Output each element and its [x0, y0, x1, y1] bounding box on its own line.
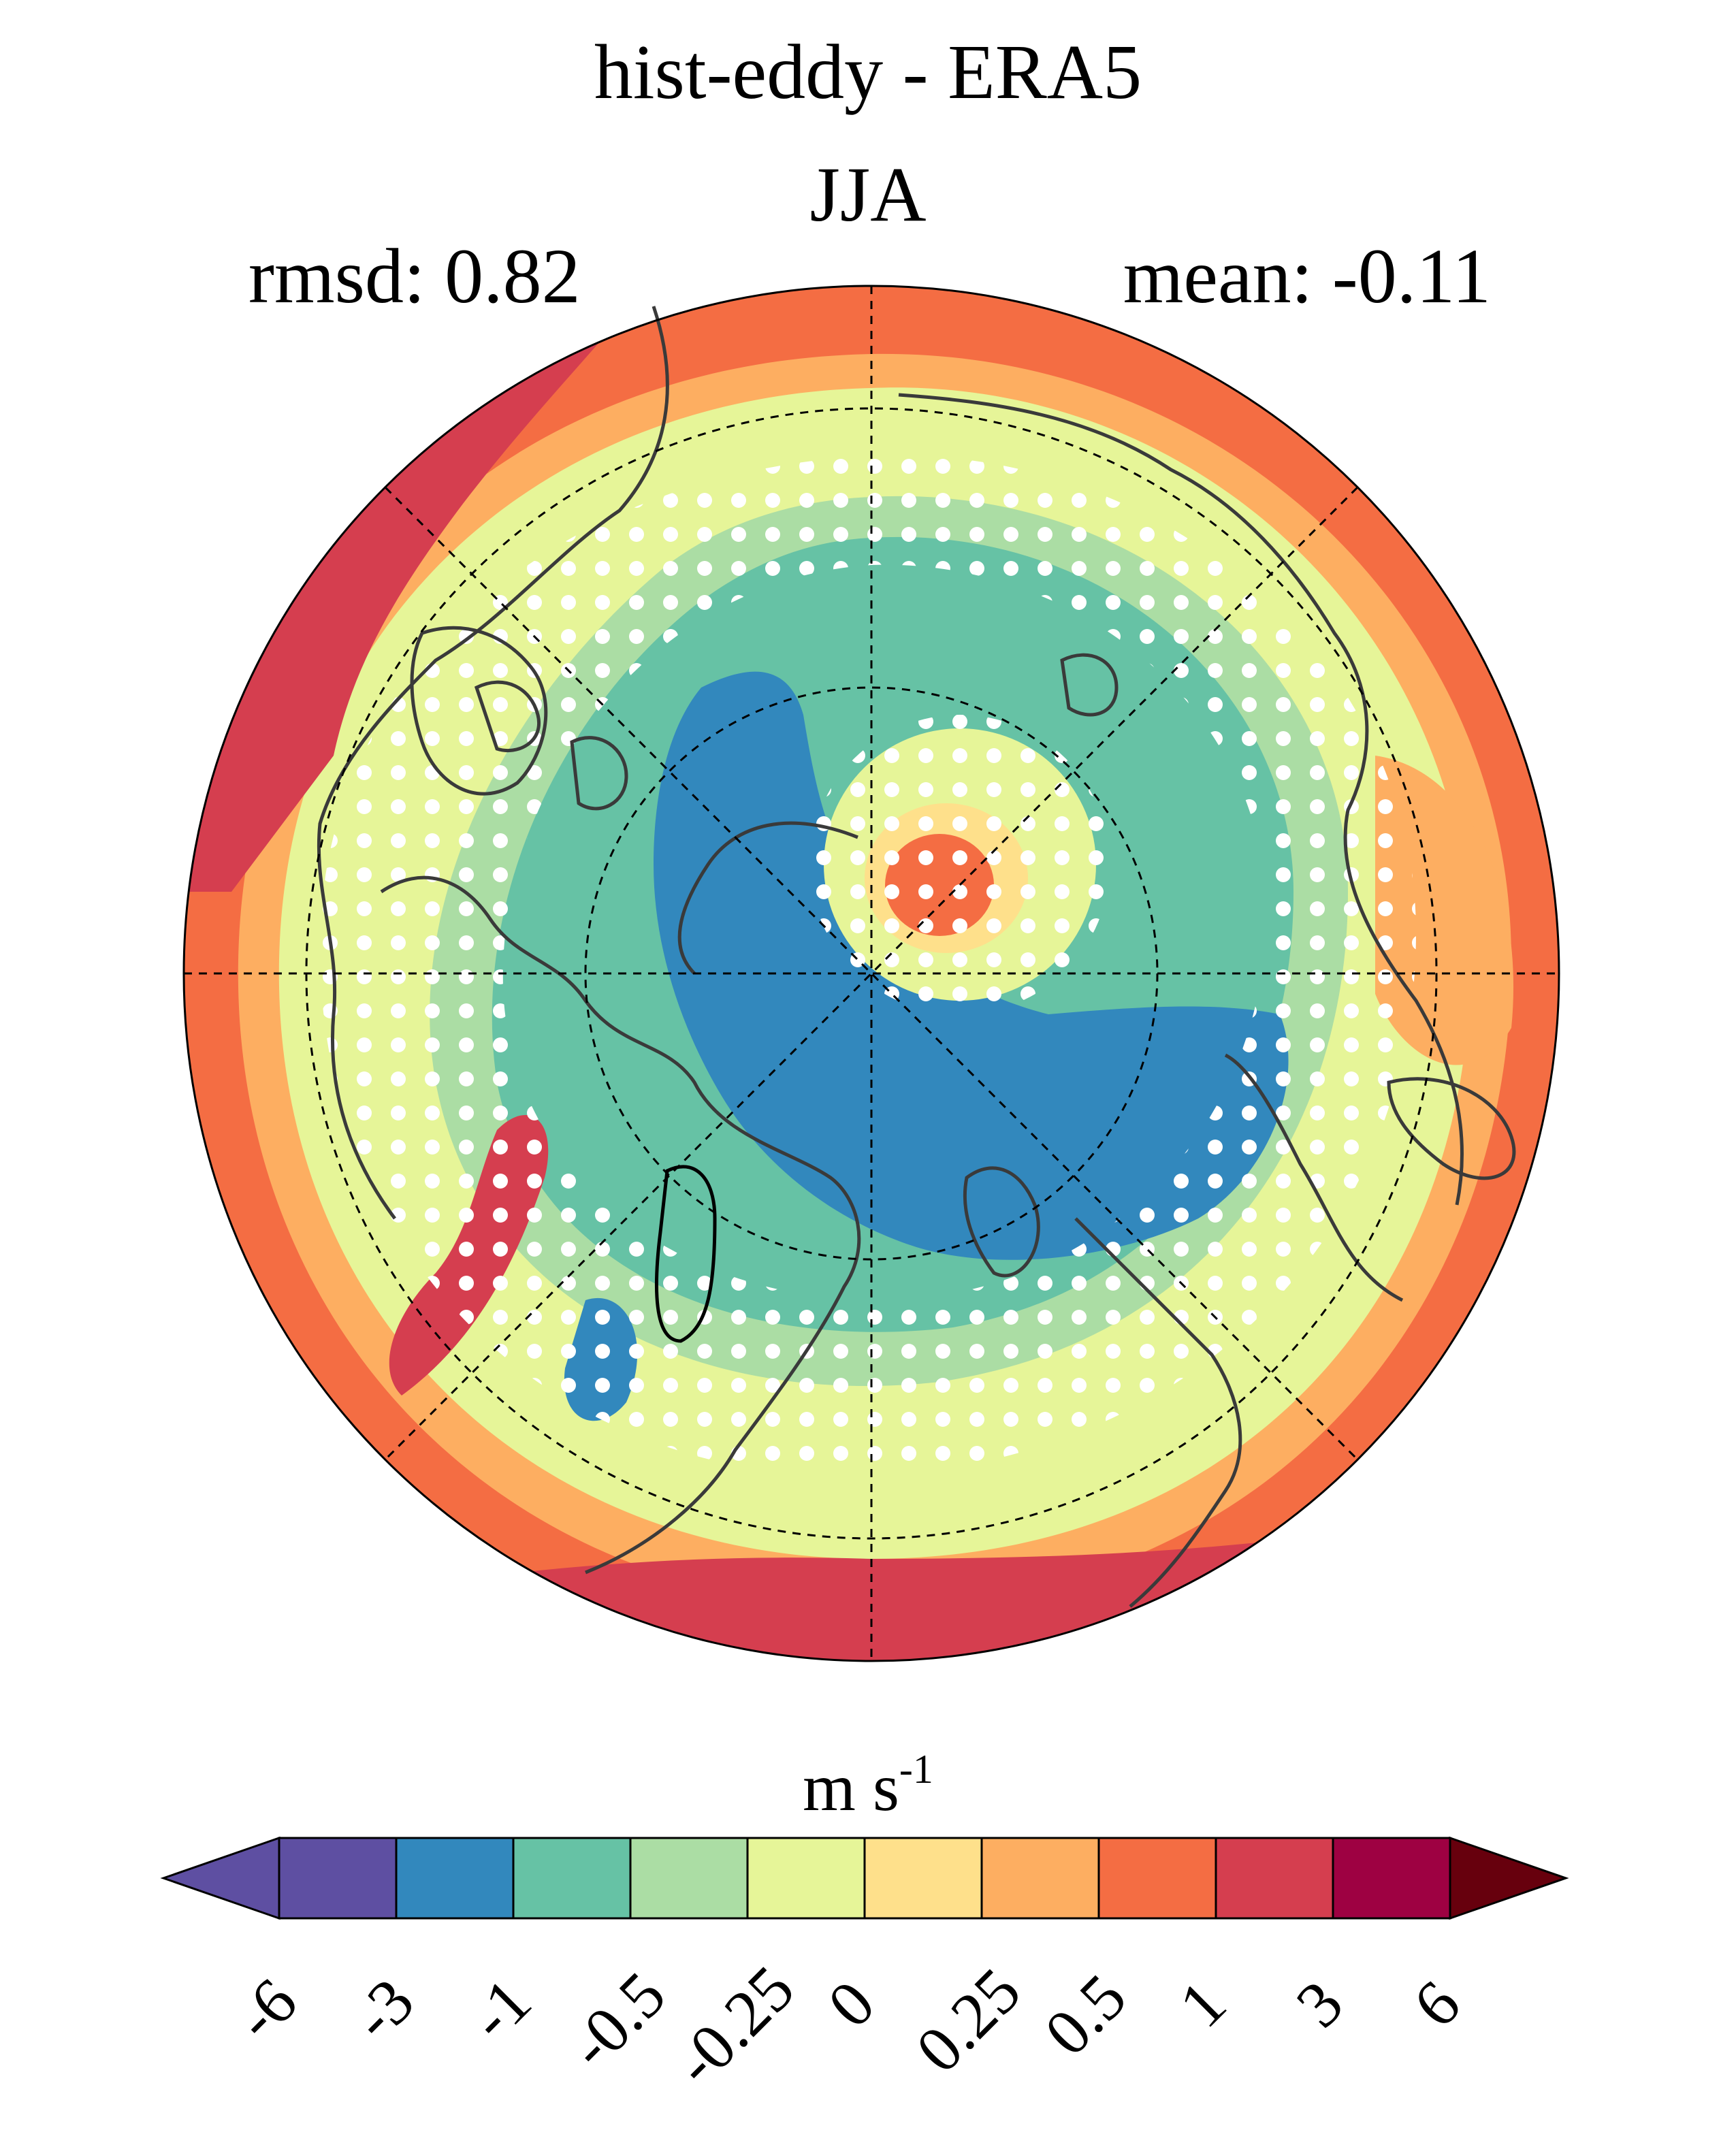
colorbar-tick-label: -3 — [337, 1964, 428, 2054]
mean-label: mean: -0.11 — [1123, 233, 1491, 319]
coastlines — [317, 306, 1516, 1608]
colorbar-tick-label: -1 — [454, 1964, 545, 2054]
colorbar-extend-high — [1449, 1836, 1569, 1920]
stippling-ring — [319, 455, 1416, 1478]
colorbar-tick-label: 1 — [1165, 1966, 1240, 2042]
blue-core — [654, 671, 1289, 1260]
colorbar-bin — [512, 1837, 632, 1920]
colorbar-tick-label: 0 — [814, 1966, 888, 2042]
polar-map — [182, 285, 1560, 1662]
colorbar-tick-label: 6 — [1399, 1966, 1474, 2042]
colorbar-tick-label: 3 — [1282, 1966, 1357, 2042]
season-label: JJA — [809, 151, 927, 238]
colorbar-tick-label: -6 — [220, 1964, 311, 2054]
colorbar-bin — [1332, 1837, 1451, 1920]
colorbar-bin — [980, 1837, 1100, 1920]
colorbar-bin — [629, 1837, 749, 1920]
graticule — [184, 286, 1559, 1661]
colorbar — [160, 1836, 1569, 1920]
colorbar-bin — [863, 1837, 983, 1920]
colorbar-bin — [278, 1837, 398, 1920]
colorbar-tick-label: 0.25 — [901, 1954, 1035, 2086]
colorbar-unit: m s-1 — [803, 1747, 933, 1825]
stippling-center — [810, 715, 1110, 1014]
colorbar-bin — [1097, 1837, 1217, 1920]
map-border — [182, 285, 1560, 1662]
figure-title: hist-eddy - ERA5 — [594, 29, 1142, 115]
colorbar-bin — [1215, 1837, 1334, 1920]
colorbar-bin — [395, 1837, 515, 1920]
rmsd-label: rmsd: 0.82 — [248, 233, 581, 319]
colorbar-extend-low — [160, 1836, 280, 1920]
colorbar-bin — [746, 1837, 866, 1920]
colorbar-tick-label: -0.25 — [660, 1951, 808, 2100]
colorbar-tick-label: 0.5 — [1030, 1960, 1140, 2069]
